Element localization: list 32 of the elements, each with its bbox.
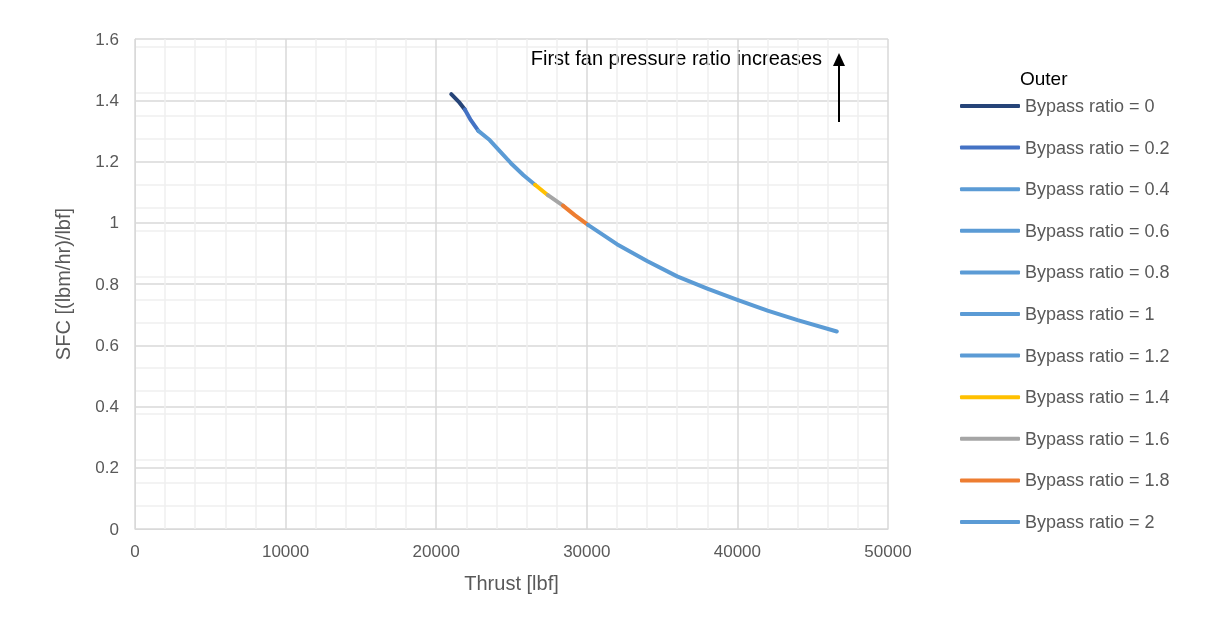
y-tick-label: 0: [109, 519, 119, 539]
y-tick-label: 0.4: [95, 397, 119, 416]
legend-label: Bypass ratio = 1.6: [1025, 428, 1170, 449]
legend-label: Bypass ratio = 0: [1025, 96, 1155, 116]
x-tick-label: 50000: [864, 542, 912, 561]
legend-label: Bypass ratio = 1.4: [1025, 387, 1170, 408]
legend-label: Bypass ratio = 0.2: [1025, 137, 1170, 158]
legend-label: Bypass ratio = 0.4: [1025, 179, 1170, 200]
annotation: First fan pressure ratio increases: [530, 47, 823, 69]
legend-label: Bypass ratio = 0.8: [1025, 262, 1170, 283]
legend-label: Bypass ratio = 1: [1025, 304, 1155, 324]
x-axis-title: Thrust [lbf]: [464, 572, 559, 594]
x-tick-label: 20000: [412, 542, 460, 561]
x-tick-label: 0: [130, 542, 140, 561]
y-tick-label: 0.8: [95, 274, 119, 294]
y-tick-label: 1.4: [95, 90, 119, 110]
x-tick-label: 10000: [261, 542, 310, 561]
legend-label: Bypass ratio = 1.2: [1025, 345, 1170, 366]
line-series: [476, 128, 537, 187]
y-tick-label: 0.2: [95, 458, 119, 478]
legend-label: Bypass ratio = 0.6: [1025, 220, 1170, 241]
legend-label: Bypass ratio = 2: [1025, 512, 1155, 532]
y-tick-label: 0.6: [95, 335, 119, 355]
y-tick-label: 1.2: [95, 152, 119, 171]
legend-title: Outer: [1020, 68, 1069, 89]
x-tick-label: 40000: [713, 542, 762, 561]
y-axis-title: SFC [(lbm/hr)/lbf]: [52, 207, 74, 361]
legend-label: Bypass ratio = 1.8: [1025, 470, 1170, 491]
line-series: [586, 222, 839, 334]
y-tick-label: 1: [109, 213, 119, 233]
x-tick-label: 30000: [563, 542, 611, 561]
y-tick-label: 1.6: [95, 29, 119, 49]
